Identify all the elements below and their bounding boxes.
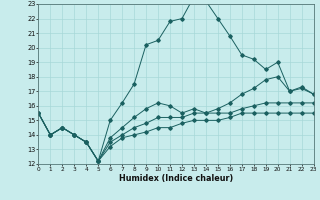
X-axis label: Humidex (Indice chaleur): Humidex (Indice chaleur) (119, 174, 233, 183)
